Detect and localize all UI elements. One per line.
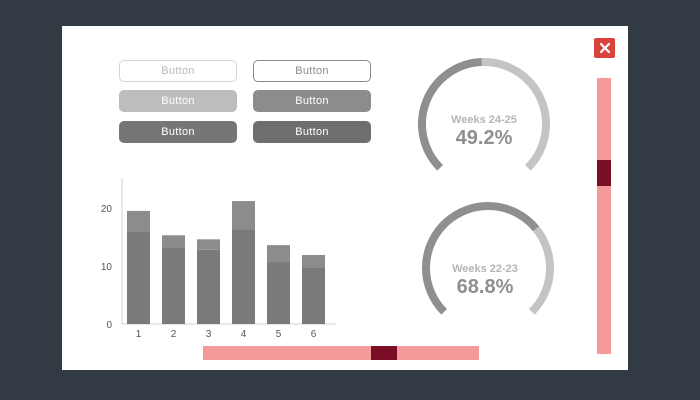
bar-segment xyxy=(302,254,325,268)
gauge-track xyxy=(528,226,554,315)
close-button[interactable] xyxy=(594,38,615,58)
gauge-fill xyxy=(422,202,540,315)
x-tick-label: 2 xyxy=(171,329,177,340)
button-mid[interactable]: Button xyxy=(253,90,371,112)
vertical-scrollbar[interactable] xyxy=(597,78,611,354)
bar-segment xyxy=(302,267,325,324)
gauge-track xyxy=(481,58,550,171)
gauge-value: 68.8% xyxy=(456,276,514,298)
gauge-value: 49.2% xyxy=(455,127,513,149)
gauge-weeks-22-23-text: Weeks 22-23 68.8% xyxy=(425,263,545,299)
bar-segment xyxy=(197,249,220,324)
gauge-fill xyxy=(418,58,482,171)
horizontal-scrollbar[interactable] xyxy=(203,346,479,360)
y-tick-label: 20 xyxy=(101,204,113,215)
x-tick-label: 3 xyxy=(206,329,212,340)
x-tick-label: 5 xyxy=(276,329,282,340)
gauge-weeks-24-25 xyxy=(418,58,550,171)
x-tick-label: 6 xyxy=(311,329,317,340)
x-tick-label: 1 xyxy=(136,329,142,340)
close-icon xyxy=(599,42,610,54)
horizontal-scrollbar-thumb[interactable] xyxy=(371,346,397,360)
gauge-label: Weeks 24-25 xyxy=(451,114,517,126)
bar-segment xyxy=(127,231,150,324)
bar-segment xyxy=(267,245,290,262)
button-ghost-light[interactable]: Button xyxy=(119,60,237,82)
y-tick-label: 0 xyxy=(106,320,112,331)
button-darker[interactable]: Button xyxy=(253,121,371,143)
bar-segment xyxy=(162,247,185,324)
bar-chart: 0 10 20 1 2 3 4 5 6 xyxy=(101,178,336,340)
bar-segment xyxy=(267,261,290,324)
gauge-weeks-22-23 xyxy=(422,202,554,315)
vertical-scrollbar-thumb[interactable] xyxy=(597,160,611,186)
bar-segment xyxy=(127,210,150,232)
bar-segment xyxy=(197,239,220,250)
button-dark[interactable]: Button xyxy=(119,121,237,143)
x-tick-label: 4 xyxy=(241,329,247,340)
bar-segment xyxy=(232,229,255,324)
gauge-label: Weeks 22-23 xyxy=(452,263,518,275)
button-light[interactable]: Button xyxy=(119,90,237,112)
bar-segment xyxy=(162,235,185,248)
gauge-weeks-24-25-text: Weeks 24-25 49.2% xyxy=(424,114,544,150)
button-ghost-dark[interactable]: Button xyxy=(253,60,371,82)
y-tick-label: 10 xyxy=(101,262,113,273)
bar-segment xyxy=(232,201,255,230)
